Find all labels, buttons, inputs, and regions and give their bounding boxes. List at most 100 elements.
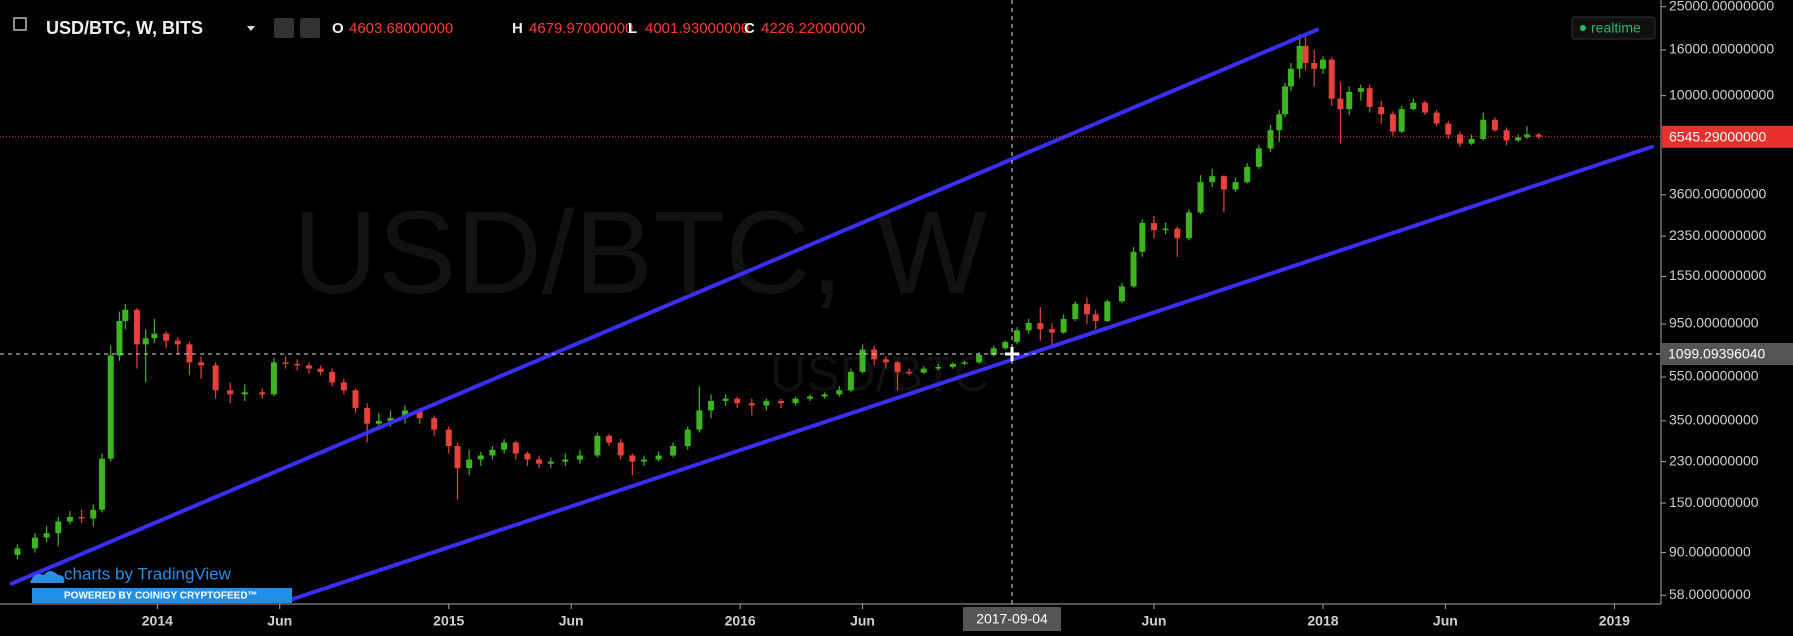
candle-body bbox=[78, 516, 85, 519]
candle-body bbox=[431, 418, 438, 430]
candle-body bbox=[163, 333, 170, 341]
candle-body bbox=[859, 349, 866, 372]
candle-body bbox=[684, 429, 691, 447]
candle-body bbox=[1037, 322, 1044, 330]
candle-body bbox=[547, 461, 554, 464]
banner-text[interactable]: POWERED BY COINIGY CRYPTOFEED™ bbox=[64, 591, 258, 602]
candle-body bbox=[227, 390, 234, 395]
candle-body bbox=[454, 446, 461, 469]
y-tick-label: 1550.00000000 bbox=[1669, 267, 1767, 283]
candle-body bbox=[1535, 134, 1542, 137]
candle-body bbox=[1150, 223, 1157, 231]
candle-body bbox=[387, 418, 394, 421]
x-tick-label: Jun bbox=[850, 613, 875, 629]
candle-body bbox=[329, 371, 336, 383]
candle-body bbox=[501, 442, 508, 450]
candle-body bbox=[1185, 212, 1192, 239]
candle-body bbox=[847, 371, 854, 391]
candle-body bbox=[317, 368, 324, 372]
last-price-box bbox=[1662, 125, 1793, 148]
candle-body bbox=[122, 309, 129, 321]
candle-body bbox=[142, 338, 149, 345]
candle-body bbox=[107, 355, 114, 459]
candle-body bbox=[1515, 137, 1522, 141]
candle-body bbox=[949, 363, 956, 367]
candle-body bbox=[1389, 114, 1396, 132]
candle-body bbox=[696, 410, 703, 430]
candle-body bbox=[1296, 45, 1303, 69]
candle-body bbox=[655, 455, 662, 460]
candle-body bbox=[1302, 45, 1309, 63]
candle-body bbox=[1060, 319, 1067, 333]
candle-body bbox=[670, 446, 677, 456]
ohlc-value: 4226.22000000 bbox=[761, 20, 865, 37]
y-tick-label: 90.00000000 bbox=[1669, 543, 1751, 559]
y-tick-label: 3600.00000000 bbox=[1669, 185, 1767, 201]
candle-body bbox=[305, 365, 312, 369]
candle-body bbox=[1480, 119, 1487, 139]
candle-body bbox=[734, 398, 741, 404]
dropdown-arrow[interactable] bbox=[247, 26, 255, 31]
candle-body bbox=[1276, 114, 1283, 131]
candle-body bbox=[364, 407, 371, 424]
candle-body bbox=[1433, 112, 1440, 124]
watermark-sub: USD/BTC bbox=[770, 346, 989, 402]
ohlc-value: 4001.93000000 bbox=[645, 20, 749, 37]
candle-body bbox=[402, 410, 409, 419]
candle-body bbox=[416, 410, 423, 419]
symbol[interactable]: USD/BTC, W, BITS bbox=[46, 18, 203, 38]
watermark: USD/BTC, W bbox=[293, 187, 988, 319]
candle-body bbox=[259, 392, 266, 395]
candle-body bbox=[270, 362, 277, 395]
candle-body bbox=[1398, 109, 1405, 132]
tradingview-credit[interactable]: charts by TradingView bbox=[64, 564, 232, 583]
last-price-label: 6545.29000000 bbox=[1669, 128, 1767, 144]
candle-body bbox=[1491, 119, 1498, 131]
banner[interactable] bbox=[32, 588, 292, 603]
symbol-icon bbox=[13, 17, 27, 31]
candle-body bbox=[606, 435, 613, 443]
candle-body bbox=[116, 320, 123, 356]
settings-button[interactable] bbox=[274, 18, 294, 38]
candle-body bbox=[198, 362, 205, 366]
candle-body bbox=[466, 459, 473, 469]
candle-body bbox=[906, 371, 913, 374]
trend-line bbox=[289, 144, 1655, 602]
candle-body bbox=[1209, 176, 1216, 183]
candle-body bbox=[836, 390, 843, 395]
crosshair-x-box bbox=[963, 607, 1061, 631]
candle-body bbox=[1025, 322, 1032, 331]
candle-body bbox=[524, 453, 531, 460]
compare-button[interactable] bbox=[300, 18, 320, 38]
candle-body bbox=[536, 459, 543, 464]
candle-body bbox=[1378, 106, 1385, 115]
candle-body bbox=[1083, 303, 1090, 315]
candle-body bbox=[1255, 148, 1262, 167]
candle-body bbox=[98, 458, 105, 510]
candle-body bbox=[748, 403, 755, 406]
candle-body bbox=[375, 420, 382, 424]
candle-body bbox=[920, 368, 927, 373]
candle-body bbox=[641, 459, 648, 462]
candle-body bbox=[31, 537, 38, 549]
candle-body bbox=[1366, 88, 1373, 107]
candle-body bbox=[90, 509, 97, 519]
x-tick-label: 2018 bbox=[1307, 613, 1338, 629]
candle-body bbox=[1523, 134, 1530, 138]
candle-body bbox=[1244, 166, 1251, 183]
candle-body bbox=[763, 400, 770, 406]
y-tick-label: 350.00000000 bbox=[1669, 412, 1759, 428]
candle-body bbox=[976, 355, 983, 363]
candle-body bbox=[1072, 303, 1079, 320]
candle-body bbox=[821, 394, 828, 397]
candle-body bbox=[477, 455, 484, 460]
candle-body bbox=[792, 398, 799, 404]
candle-body bbox=[66, 516, 73, 522]
candle-body bbox=[43, 533, 50, 538]
ohlc-key: C bbox=[744, 20, 755, 37]
ohlc-key: O bbox=[332, 20, 344, 37]
candle-body bbox=[1282, 86, 1289, 115]
ohlc-value: 4603.68000000 bbox=[349, 20, 453, 37]
